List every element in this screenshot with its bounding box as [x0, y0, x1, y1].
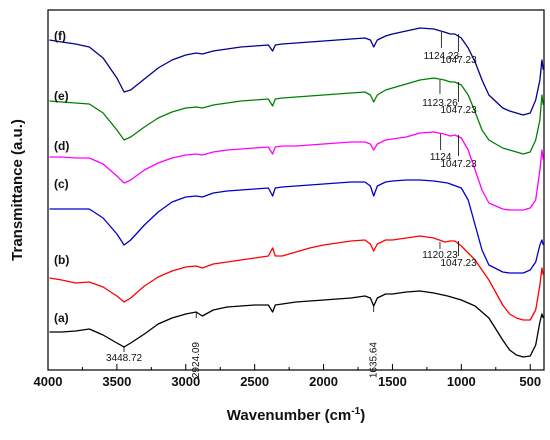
series-label-0: (a): [54, 311, 69, 325]
series-group: [49, 27, 544, 358]
peak-annotation-9: 1124.23: [424, 51, 460, 62]
x-tick-label: 3500: [102, 374, 131, 389]
series-line-3: [49, 131, 544, 211]
plot-frame: [47, 9, 545, 371]
x-tick-label: 3000: [171, 374, 200, 389]
x-axis-title-close: ): [360, 407, 365, 424]
x-axis-title-sup: -1: [351, 406, 360, 417]
series-label-5: (f): [54, 29, 66, 43]
peak-annotations: 3448.72 2924.09 1635.641120.231047.2311241…: [106, 32, 477, 378]
x-axis-title-main: Wavenumber (cm: [227, 407, 351, 424]
y-axis-title: Transmittance (a.u.): [9, 119, 26, 261]
peak-annotation-1: 2924.09: [191, 342, 202, 379]
x-tick-label: 4000: [34, 374, 63, 389]
peak-annotation-5: 1124: [430, 152, 452, 163]
series-label-3: (d): [54, 139, 69, 153]
peak-annotation-8: 1047.23: [440, 105, 477, 116]
x-tick-label: 1500: [378, 374, 407, 389]
x-axis-title: Wavenumber (cm-1): [227, 406, 365, 424]
peak-annotation-0: 3448.72: [106, 353, 143, 364]
peak-annotation-10: 1047.23: [440, 55, 477, 66]
x-tick-label: 2000: [309, 374, 338, 389]
series-line-2: [49, 179, 544, 274]
peak-annotation-2: 1635.64: [369, 342, 380, 379]
series-labels: (a) (b) (c) (d) (e) (f): [54, 29, 69, 325]
peak-annotation-4: 1047.23: [440, 258, 477, 269]
peak-annotation-7: 1123.26: [422, 98, 458, 109]
peak-annotation-6: 1047.23: [440, 159, 477, 170]
peak-annotation-3: 1120.23: [422, 250, 458, 261]
x-tick-label: 1000: [447, 374, 476, 389]
x-tick-label: 2500: [240, 374, 269, 389]
series-label-4: (e): [54, 89, 69, 103]
series-line-5: [49, 27, 544, 116]
series-label-2: (c): [54, 177, 69, 191]
x-tick-label: 500: [519, 374, 541, 389]
series-line-4: [49, 77, 544, 155]
series-line-1: [49, 235, 544, 321]
series-label-1: (b): [54, 253, 69, 267]
series-line-0: [49, 290, 544, 358]
x-ticks: 4000 3500 3000 2500 2000 1500 1000 500: [34, 364, 541, 389]
